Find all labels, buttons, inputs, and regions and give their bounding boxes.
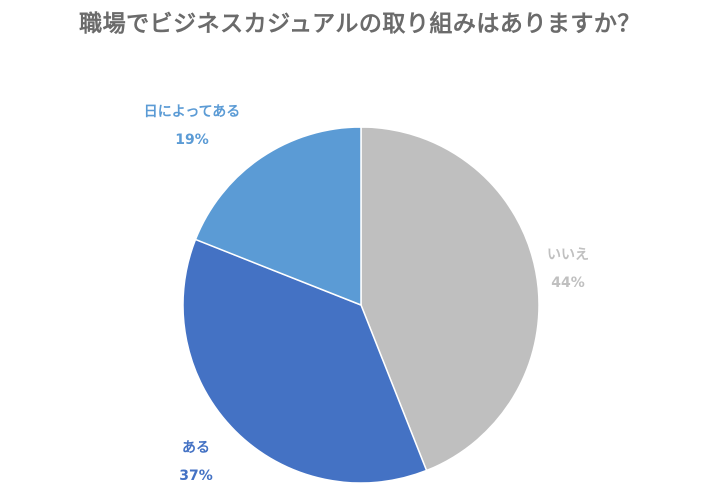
slice-category-label: いいえ (547, 247, 589, 263)
slice-value-label: 37% (179, 468, 213, 484)
pie-slices (182, 126, 540, 484)
slice-value-label: 44% (551, 275, 585, 291)
pie-slice-1 (360, 126, 540, 472)
slice-category-label: ある (182, 440, 210, 456)
pie-slice-2 (182, 238, 428, 484)
slice-category-label: 日によってある (144, 104, 240, 120)
pie-slice-3 (194, 126, 362, 307)
pie-labels: いいえ 44% ある 37% 日によってある 19% (144, 104, 589, 484)
chart-title: 職場でビジネスカジュアルの取り組みはありますか？ (79, 11, 641, 37)
slice-value-label: 19% (175, 132, 209, 148)
